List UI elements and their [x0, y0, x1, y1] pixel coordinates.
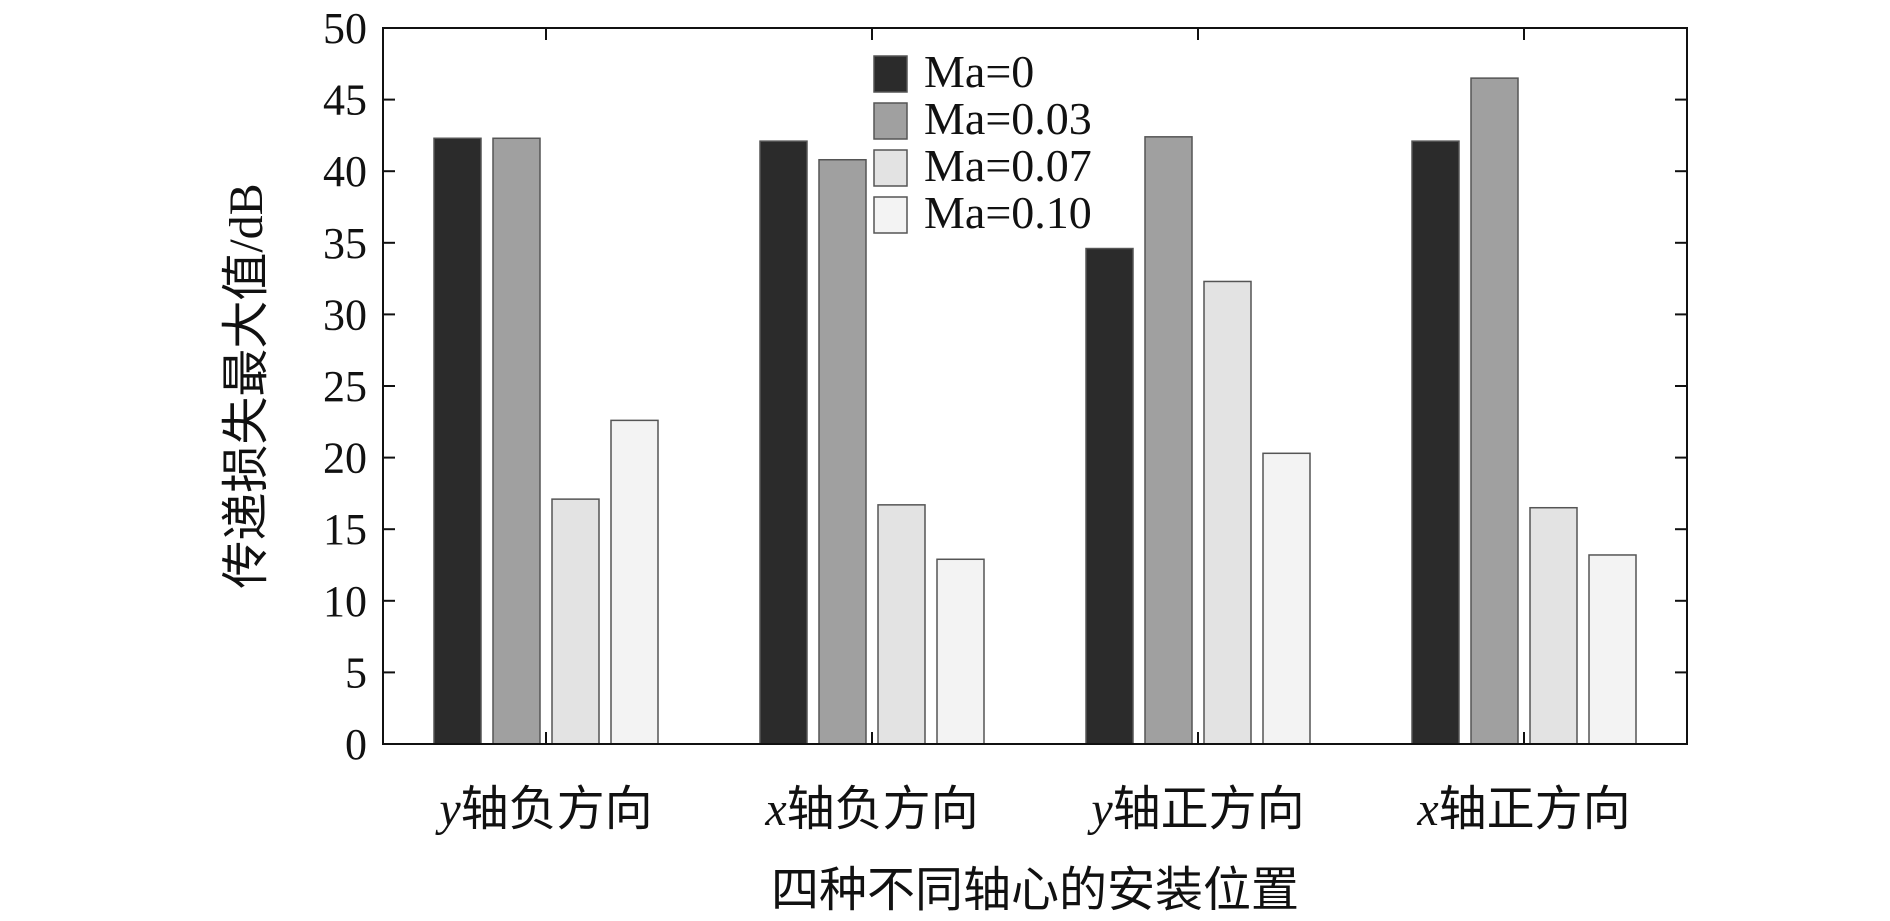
plot-frame [382, 27, 1688, 745]
category-text: 轴正方向 [1113, 783, 1305, 836]
y-tick-label: 30 [323, 290, 367, 339]
bar-1-1 [433, 137, 482, 745]
x-category-labels: y轴负方向 x轴负方向 y轴正方向 x轴正方向 [434, 783, 1630, 836]
y-tick-label: 45 [323, 76, 367, 125]
bar-4-3 [1529, 506, 1578, 745]
category-axis-letter: y [434, 783, 461, 836]
bar-2-4 [936, 558, 985, 745]
legend-swatch-2 [873, 102, 908, 140]
y-tick-label: 40 [323, 147, 367, 196]
x-category-label: y轴负方向 [434, 783, 652, 836]
bar-4-2 [1470, 77, 1519, 745]
x-category-label: y轴正方向 [1086, 783, 1304, 836]
category-text: 轴负方向 [787, 783, 979, 836]
legend-label-3: Ma=0.07 [924, 140, 1092, 191]
bar-1-4 [610, 419, 659, 745]
bar-3-4 [1262, 452, 1311, 745]
category-text: 轴正方向 [1439, 783, 1631, 836]
y-axis-title: 传递损失最大值/dB [220, 183, 273, 588]
legend-label-2: Ma=0.03 [924, 93, 1092, 144]
bar-3-2 [1144, 136, 1193, 745]
y-tick-label: 20 [323, 434, 367, 483]
y-tick-label: 0 [345, 720, 367, 769]
bar-4-1 [1411, 140, 1460, 745]
legend-swatch-3 [873, 149, 908, 187]
y-tick-label: 25 [323, 362, 367, 411]
legend-swatch-4 [873, 196, 908, 234]
legend-label-1: Ma=0 [924, 46, 1034, 97]
x-axis-title: 四种不同轴心的安装位置 [771, 864, 1299, 917]
y-tick-label: 5 [345, 648, 367, 697]
category-axis-letter: y [1086, 783, 1113, 836]
bar-1-2 [492, 137, 541, 745]
bar-2-3 [877, 504, 926, 745]
bar-3-3 [1203, 280, 1252, 745]
legend-label-4: Ma=0.10 [924, 187, 1092, 238]
legend-swatch-1 [873, 55, 908, 93]
bar-4-4 [1588, 554, 1637, 745]
bar-3-1 [1085, 247, 1134, 745]
y-tick-label: 15 [323, 505, 367, 554]
x-category-label: x轴正方向 [1416, 783, 1630, 836]
category-axis-letter: x [764, 783, 786, 836]
bar-2-1 [759, 140, 808, 745]
bars-group [433, 77, 1637, 745]
y-tick-label: 35 [323, 219, 367, 268]
bar-1-3 [551, 498, 600, 745]
y-ticks-group: 0 5 10 15 20 25 30 35 40 45 50 [323, 4, 1687, 769]
y-tick-label: 50 [323, 4, 367, 53]
bar-2-2 [818, 158, 867, 745]
y-tick-label: 10 [323, 577, 367, 626]
category-text: 轴负方向 [461, 783, 653, 836]
x-category-label: x轴负方向 [764, 783, 978, 836]
category-axis-letter: x [1416, 783, 1438, 836]
